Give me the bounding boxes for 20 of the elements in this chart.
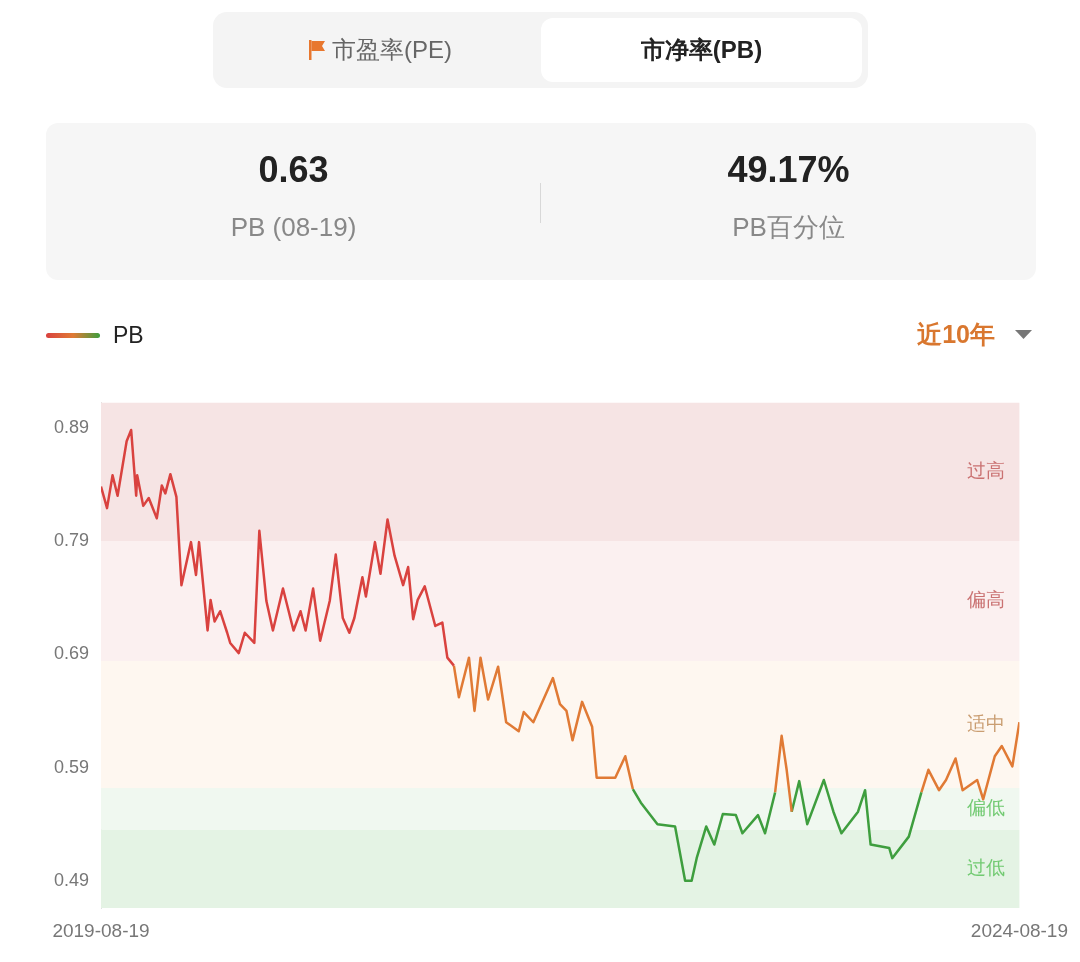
y-tick-label: 0.49 (53, 869, 89, 890)
text: PB (08-19) (229, 211, 358, 244)
text: PB百分位 (731, 211, 846, 244)
text: 市盈率(PE) (332, 35, 452, 65)
legend-label: PB (113, 322, 144, 349)
band-label: 过低 (967, 857, 1006, 879)
band-label: 偏高 (967, 589, 1006, 611)
text: 市净率(PB) (640, 35, 763, 65)
text: 49.17% (726, 148, 851, 192)
y-tick-label: 0.79 (53, 529, 89, 550)
band-label: 适中 (967, 712, 1006, 734)
y-tick-label: 0.59 (53, 756, 89, 777)
y-tick-label: 0.89 (53, 416, 89, 437)
text: 近10年 (917, 319, 995, 350)
x-tick-label: 2024-08-19 (970, 919, 1069, 941)
x-tick-label: 2019-08-19 (52, 919, 150, 941)
text: 0.63 (257, 148, 330, 192)
y-tick-label: 0.69 (53, 643, 89, 664)
band-label: 过高 (967, 460, 1006, 482)
band-label: 偏低 (967, 797, 1006, 819)
